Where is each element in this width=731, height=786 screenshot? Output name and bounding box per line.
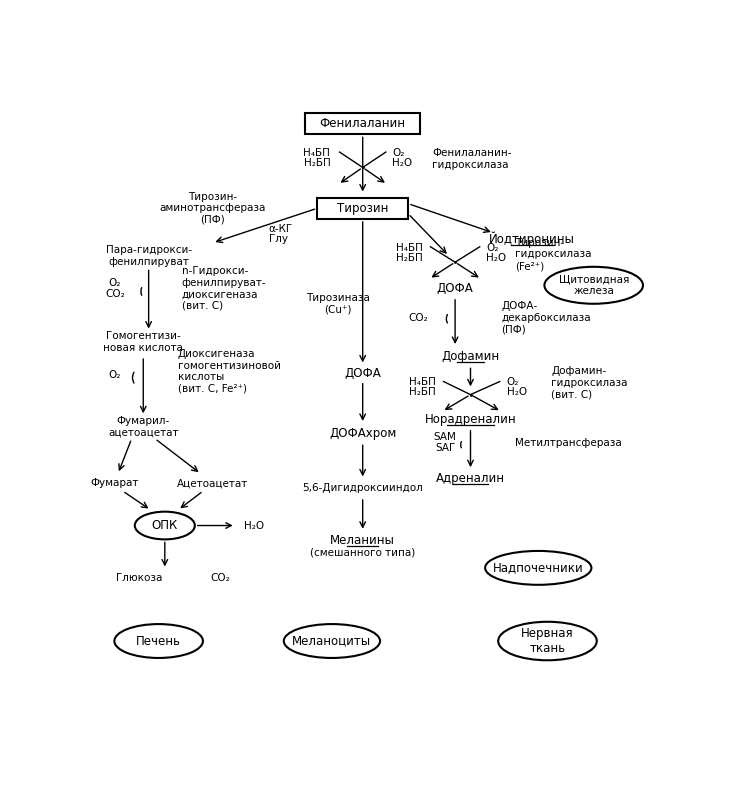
Text: (смешанного типа): (смешанного типа): [310, 548, 415, 557]
Text: Тирозин-
аминотрансфераза
(ПФ): Тирозин- аминотрансфераза (ПФ): [159, 192, 266, 225]
Text: Меланоциты: Меланоциты: [292, 634, 371, 648]
Text: Дофамин-
гидроксилаза
(вит. С): Дофамин- гидроксилаза (вит. С): [551, 366, 628, 400]
Text: ОПК: ОПК: [152, 519, 178, 532]
Text: Диоксигеназа
гомогентизиновой
кислоты
(вит. С, Fe²⁺): Диоксигеназа гомогентизиновой кислоты (в…: [178, 349, 281, 394]
Text: Нервная
ткань: Нервная ткань: [521, 627, 574, 655]
Text: Метилтрансфераза: Метилтрансфераза: [515, 438, 622, 448]
Text: Норадреналин: Норадреналин: [425, 413, 516, 426]
Text: ДОФАхром: ДОФАхром: [329, 427, 396, 439]
Text: Щитовидная
железа: Щитовидная железа: [558, 274, 629, 296]
Ellipse shape: [135, 512, 195, 539]
Text: Фенилаланин: Фенилаланин: [319, 117, 406, 130]
Text: H₂O: H₂O: [507, 387, 527, 397]
Text: Тирозин-
гидроксилаза
(Fe²⁺): Тирозин- гидроксилаза (Fe²⁺): [515, 238, 591, 271]
Text: Тирозиназа
(Cu⁺): Тирозиназа (Cu⁺): [306, 293, 370, 314]
Ellipse shape: [284, 624, 380, 658]
Text: Фумарат: Фумарат: [91, 478, 139, 488]
Text: Дофамин: Дофамин: [442, 350, 499, 362]
Ellipse shape: [485, 551, 591, 585]
Text: Н₄БП: Н₄БП: [396, 243, 423, 252]
Text: Н₂БП: Н₂БП: [409, 387, 436, 397]
Ellipse shape: [499, 622, 596, 660]
Text: Н₂БП: Н₂БП: [303, 158, 330, 168]
FancyBboxPatch shape: [305, 113, 420, 134]
Text: Глу: Глу: [269, 234, 288, 244]
FancyBboxPatch shape: [317, 197, 408, 219]
Text: Надпочечники: Надпочечники: [493, 561, 583, 575]
Text: Н₄БП: Н₄БП: [303, 148, 330, 158]
Text: Адреналин: Адреналин: [436, 472, 505, 485]
Text: Фумарил-
ацетоацетат: Фумарил- ацетоацетат: [108, 416, 178, 438]
Ellipse shape: [114, 624, 203, 658]
Text: O₂: O₂: [109, 370, 121, 380]
Text: Пара-гидрокси-
фенилпируват: Пара-гидрокси- фенилпируват: [105, 245, 192, 266]
Text: CO₂: CO₂: [409, 313, 428, 322]
Text: Н₂O: Н₂O: [244, 520, 264, 531]
Text: Тирозин: Тирозин: [337, 202, 388, 215]
Text: H₂O: H₂O: [392, 158, 412, 168]
Text: ДОФА-
декарбоксилаза
(ПФ): ДОФА- декарбоксилаза (ПФ): [501, 301, 591, 334]
Text: ДОФА: ДОФА: [436, 282, 474, 295]
Text: O₂
CO₂: O₂ CO₂: [105, 277, 125, 299]
Text: CO₂: CO₂: [211, 573, 230, 583]
Text: 5,6-Дигидроксииндол: 5,6-Дигидроксииндол: [303, 483, 423, 493]
Text: O₂: O₂: [507, 376, 519, 387]
Text: Печень: Печень: [136, 634, 181, 648]
Text: Фенилаланин-
гидроксилаза: Фенилаланин- гидроксилаза: [432, 149, 512, 170]
Text: α-КГ: α-КГ: [269, 224, 293, 234]
Text: Гомогентизи-
новая кислота: Гомогентизи- новая кислота: [103, 332, 183, 353]
Ellipse shape: [545, 266, 643, 303]
Text: H₂O: H₂O: [486, 252, 506, 263]
Text: Н₄БП: Н₄БП: [409, 376, 436, 387]
Text: Н₂БП: Н₂БП: [396, 252, 423, 263]
Text: n-Гидрокси-
фенилпируват-
диоксигеназа
(вит. С): n-Гидрокси- фенилпируват- диоксигеназа (…: [182, 266, 266, 310]
Text: Меланины: Меланины: [330, 534, 395, 546]
Text: SAM
SAГ: SAM SAГ: [433, 432, 457, 454]
Text: Йодтиронины: Йодтиронины: [489, 232, 575, 246]
Text: Ацетоацетат: Ацетоацетат: [177, 478, 249, 488]
Text: O₂: O₂: [392, 148, 404, 158]
Text: Глюкоза: Глюкоза: [116, 573, 162, 583]
Text: O₂: O₂: [486, 243, 499, 252]
Text: ДОФА: ДОФА: [344, 366, 381, 380]
